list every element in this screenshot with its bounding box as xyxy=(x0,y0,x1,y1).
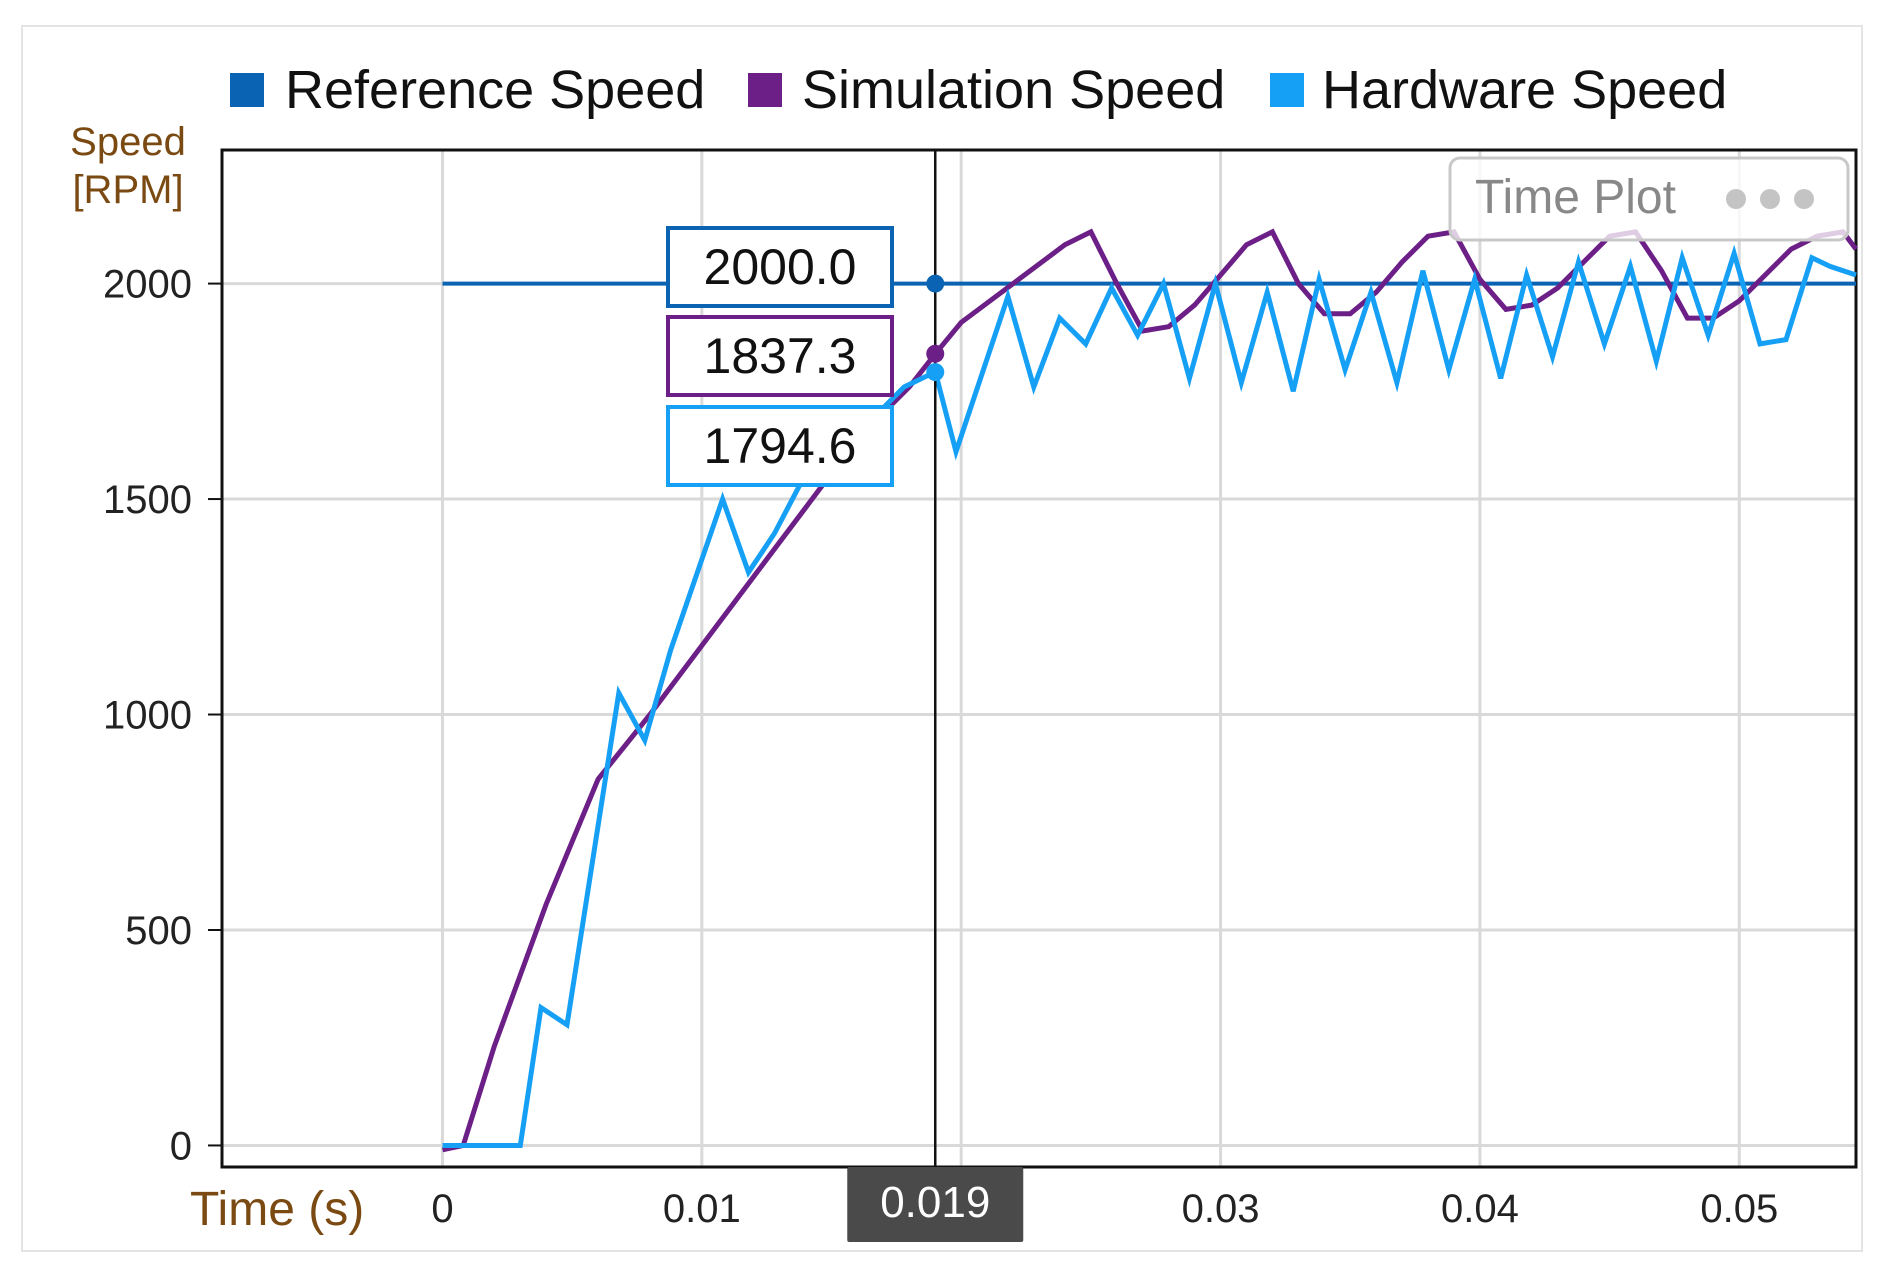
readout-box-reference xyxy=(666,226,894,308)
y-tick-label: 1000 xyxy=(103,694,192,738)
cursor-time-badge-bg xyxy=(847,1167,1024,1242)
legend-swatch-hardware xyxy=(1270,73,1304,107)
cursor-marker-2 xyxy=(926,363,945,382)
y-tick-label: 500 xyxy=(125,909,192,953)
legend: Reference Speed Simulation Speed Hardwar… xyxy=(230,60,1727,120)
y-axis-title-line1: Speed xyxy=(70,120,186,164)
x-tick-label: 0.04 xyxy=(1441,1187,1519,1231)
readout-value-reference: 2000.0 xyxy=(704,239,857,295)
time-plot-badge[interactable]: Time Plot xyxy=(1448,156,1850,242)
readout-box-hardware xyxy=(666,405,894,487)
legend-label-hardware: Hardware Speed xyxy=(1322,60,1727,120)
cursor-markers xyxy=(926,274,945,382)
more-options-icon[interactable] xyxy=(1726,189,1814,209)
legend-label-simulation: Simulation Speed xyxy=(802,60,1225,120)
readout-hardware: 1794.6 xyxy=(666,405,894,487)
plot-area-frame xyxy=(220,148,1858,1169)
legend-swatch-simulation xyxy=(748,73,782,107)
y-tick-labels: 0 500 1000 1500 2000 xyxy=(103,263,222,1168)
readout-reference: 2000.0 xyxy=(666,226,894,308)
cursor-time-label: 0.019 xyxy=(880,1178,990,1227)
readout-value-hardware: 1794.6 xyxy=(704,418,857,474)
y-tick-label: 1500 xyxy=(103,478,192,522)
y-tick-label: 0 xyxy=(170,1124,192,1168)
x-tick-label: 0.01 xyxy=(663,1187,741,1231)
x-tick-labels: 0 0.01 0.03 0.04 0.05 xyxy=(431,1187,1778,1231)
y-tick-label: 2000 xyxy=(103,263,192,307)
legend-label-reference: Reference Speed xyxy=(285,60,705,120)
series-line-hardware-speed xyxy=(442,244,1857,1148)
y-axis-title-line2: [RPM] xyxy=(72,168,183,212)
readout-value-simulation: 1837.3 xyxy=(704,328,857,384)
x-tick-label: 0.03 xyxy=(1182,1187,1260,1231)
cursor-marker-0 xyxy=(926,274,945,293)
x-axis-title: Time (s) xyxy=(190,1183,364,1236)
legend-swatch-reference xyxy=(230,73,264,107)
cursor-marker-1 xyxy=(926,344,945,363)
x-tick-label: 0 xyxy=(431,1187,453,1231)
readout-simulation: 1837.3 xyxy=(666,315,894,397)
x-tick-label: 0.05 xyxy=(1700,1187,1778,1231)
time-plot-title: Time Plot xyxy=(1475,171,1676,224)
time-plot-badge-bg xyxy=(1448,156,1850,242)
cursor-time-badge[interactable]: 0.019 xyxy=(847,1167,1024,1242)
readout-box-simulation xyxy=(666,315,894,397)
